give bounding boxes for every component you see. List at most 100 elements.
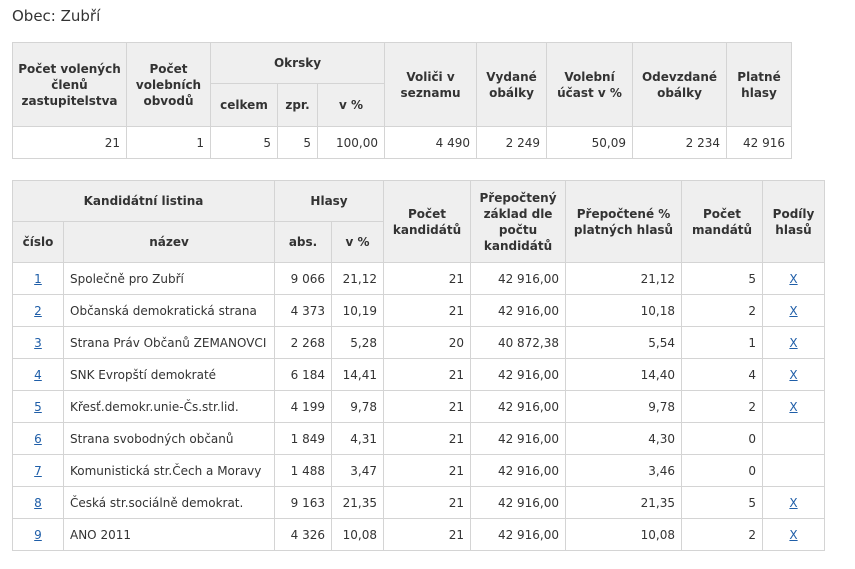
share-cell: X [762,486,826,519]
party-number-cell: 8 [12,486,64,519]
recalc-pct: 4,30 [565,422,683,455]
votes-pct: 10,19 [331,294,385,327]
recalc-base: 42 916,00 [470,390,567,423]
votes-pct: 14,41 [331,358,385,391]
candidates-count: 21 [383,422,472,455]
header-precincts-processed: zpr. [277,83,318,127]
recalc-pct: 10,08 [565,518,683,551]
header-abs: abs. [274,221,333,263]
header-members: Počet volených členů zastupitelstva [12,42,127,127]
candidates-count: 20 [383,326,472,359]
party-number-link[interactable]: 4 [34,367,42,382]
share-link[interactable]: X [789,271,798,286]
party-number-link[interactable]: 5 [34,399,42,414]
header-mandates: Počet mandátů [681,180,764,263]
header-recalc-pct: Přepočtené % platných hlasů [565,180,683,263]
votes-abs: 9 066 [274,262,333,295]
party-number-cell: 5 [12,390,64,423]
header-list: Kandidátní listina [11,180,276,222]
votes-abs: 1 488 [274,454,333,487]
party-number-cell: 1 [12,262,64,295]
mandates-count: 5 [681,262,764,295]
recalc-pct: 3,46 [565,454,683,487]
votes-pct: 4,31 [331,422,385,455]
candidates-count: 21 [383,390,472,423]
votes-pct: 9,78 [331,390,385,423]
party-number-cell: 6 [12,422,64,455]
summary-table: Počet volených členů zastupitelstva Poče… [12,42,793,159]
recalc-base: 42 916,00 [470,262,567,295]
share-link[interactable]: X [789,399,798,414]
recalc-base: 42 916,00 [470,422,567,455]
party-name: Strana svobodných občanů [62,422,276,455]
header-pct: v % [331,221,385,263]
table-row: 3 Strana Práv Občanů ZEMANOVCI 2 268 5,28 20… [12,326,826,359]
page-title: Obec: Zubří [12,7,101,25]
table-row: 9 ANO 2011 4 326 10,08 21 42 916,00 10,08 2 X [12,518,826,551]
share-link[interactable]: X [789,367,798,382]
header-candidates: Počet kandidátů [383,180,472,263]
table-row: 1 Společně pro Zubří 9 066 21,12 21 42 916,00… [12,262,826,295]
header-precincts-total: celkem [210,83,278,127]
header-precincts: Okrsky [209,42,386,84]
party-number-link[interactable]: 7 [34,463,42,478]
value-turnout: 50,09 [546,126,634,159]
table-row: 8 Česká str.sociálně demokrat. 9 163 21,35 2… [12,486,826,519]
party-name: Česká str.sociálně demokrat. [62,486,276,519]
party-number-cell: 3 [12,326,64,359]
party-number-link[interactable]: 3 [34,335,42,350]
votes-abs: 1 849 [274,422,333,455]
candidates-count: 21 [383,262,472,295]
recalc-pct: 21,12 [565,262,683,295]
party-number-link[interactable]: 1 [34,271,42,286]
recalc-pct: 21,35 [565,486,683,519]
party-name: ANO 2011 [62,518,276,551]
mandates-count: 2 [681,294,764,327]
share-link[interactable]: X [789,303,798,318]
share-cell [762,454,826,487]
value-precincts-total: 5 [210,126,278,159]
value-districts-count: 1 [126,126,211,159]
header-districts-count: Počet volebních obvodů [126,42,211,127]
recalc-base: 42 916,00 [470,486,567,519]
party-number-link[interactable]: 8 [34,495,42,510]
recalc-pct: 9,78 [565,390,683,423]
recalc-pct: 5,54 [565,326,683,359]
candidates-count: 21 [383,294,472,327]
share-link[interactable]: X [789,335,798,350]
votes-pct: 10,08 [331,518,385,551]
mandates-count: 0 [681,422,764,455]
party-number-cell: 4 [12,358,64,391]
candidates-count: 21 [383,518,472,551]
header-voters: Voliči v seznamu [384,42,478,127]
table-row: 4 SNK Evropští demokraté 6 184 14,41 21 42 91… [12,358,826,391]
recalc-base: 42 916,00 [470,454,567,487]
header-number: číslo [12,221,64,263]
share-cell [762,422,826,455]
mandates-count: 2 [681,518,764,551]
share-cell: X [762,390,826,423]
share-link[interactable]: X [789,495,798,510]
share-link[interactable]: X [789,527,798,542]
votes-abs: 9 163 [274,486,333,519]
party-number-link[interactable]: 6 [34,431,42,446]
share-cell: X [762,326,826,359]
header-precincts-pct: v % [316,83,386,127]
table-row: 5 Křesť.demokr.unie-Čs.str.lid. 4 199 9,78 2… [12,390,826,423]
recalc-pct: 14,40 [565,358,683,391]
candidates-count: 21 [383,454,472,487]
share-cell: X [762,358,826,391]
party-number-link[interactable]: 2 [34,303,42,318]
party-number-cell: 2 [12,294,64,327]
party-number-link[interactable]: 9 [34,527,42,542]
share-cell: X [762,294,826,327]
header-envelopes-issued: Vydané obálky [476,42,548,127]
party-name: Křesť.demokr.unie-Čs.str.lid. [62,390,276,423]
votes-abs: 2 268 [274,326,333,359]
header-envelopes-returned: Odevzdané obálky [632,42,728,127]
votes-abs: 4 373 [274,294,333,327]
party-name: Komunistická str.Čech a Moravy [62,454,276,487]
mandates-count: 4 [681,358,764,391]
value-members: 21 [12,126,127,159]
table-row: 7 Komunistická str.Čech a Moravy 1 488 3,47… [12,454,826,487]
